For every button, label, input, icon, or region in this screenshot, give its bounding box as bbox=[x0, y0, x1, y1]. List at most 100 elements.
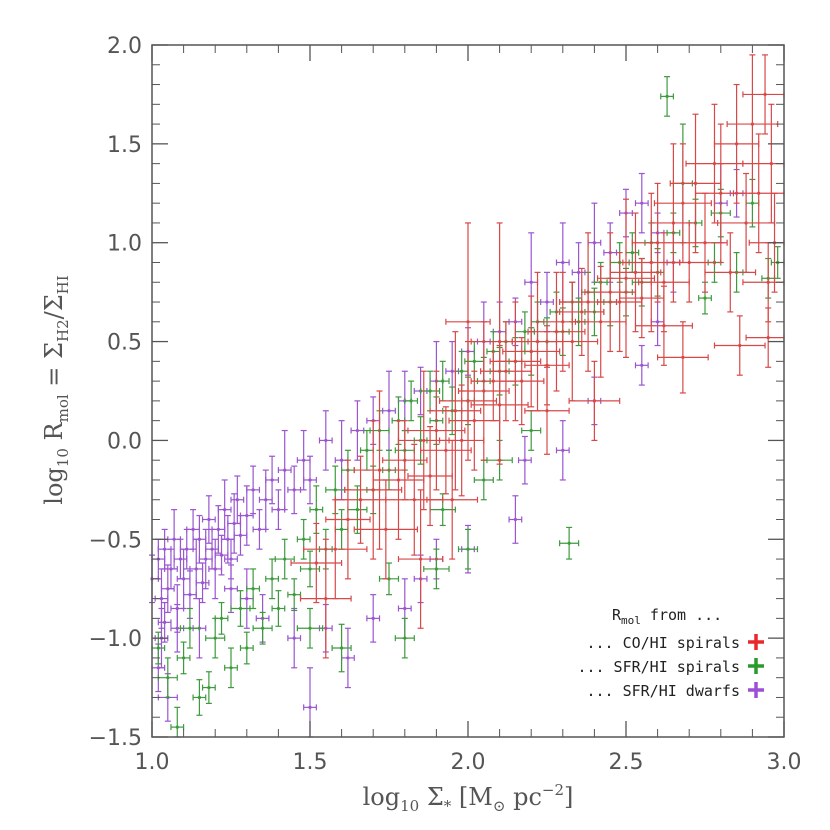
point-marker bbox=[216, 527, 220, 532]
point-marker bbox=[681, 201, 685, 205]
legend-title: Rmol from ... bbox=[612, 606, 722, 627]
data-point bbox=[157, 601, 172, 643]
x-tick-label: 2.0 bbox=[451, 750, 486, 775]
point-marker bbox=[302, 537, 306, 541]
data-point bbox=[179, 607, 200, 649]
point-marker bbox=[482, 478, 486, 482]
point-marker bbox=[188, 626, 192, 630]
point-marker bbox=[156, 646, 160, 650]
data-point bbox=[353, 390, 406, 550]
data-point bbox=[287, 607, 302, 669]
data-point bbox=[176, 548, 191, 610]
point-marker bbox=[163, 547, 167, 551]
point-marker bbox=[687, 260, 691, 265]
point-marker bbox=[671, 221, 676, 225]
data-point bbox=[176, 641, 191, 675]
point-marker bbox=[340, 646, 344, 650]
point-marker bbox=[545, 409, 549, 413]
data-point bbox=[397, 489, 444, 629]
point-marker bbox=[513, 359, 518, 363]
data-point bbox=[634, 172, 649, 234]
point-marker bbox=[219, 553, 224, 557]
point-marker bbox=[561, 320, 565, 324]
point-marker bbox=[681, 355, 685, 359]
legend-label-co-spirals: ... CO/HI spirals bbox=[586, 634, 740, 652]
data-point bbox=[625, 232, 640, 273]
data-point bbox=[195, 562, 210, 604]
data-point bbox=[622, 192, 681, 333]
data-point bbox=[192, 679, 207, 716]
y-axis-label: log10 Rmol = ΣH2/ΣHI bbox=[40, 275, 72, 504]
y-tick-label: 2.0 bbox=[107, 34, 142, 59]
point-marker bbox=[409, 399, 413, 403]
point-marker bbox=[665, 94, 669, 99]
data-point bbox=[173, 538, 188, 580]
data-point bbox=[423, 548, 450, 590]
point-marker bbox=[444, 448, 448, 452]
point-marker bbox=[384, 527, 388, 532]
point-marker bbox=[656, 320, 660, 324]
data-point bbox=[435, 360, 450, 402]
point-marker bbox=[577, 270, 581, 274]
point-marker bbox=[188, 593, 192, 597]
x-label-log-sub: 10 bbox=[400, 797, 419, 815]
legend-title-rest: from ... bbox=[641, 606, 722, 624]
data-point bbox=[290, 522, 343, 604]
point-marker bbox=[703, 296, 707, 300]
x-tick-label: 3.0 bbox=[767, 750, 802, 775]
point-marker bbox=[229, 666, 233, 670]
point-marker bbox=[472, 419, 476, 423]
point-marker bbox=[292, 488, 296, 492]
point-marker bbox=[276, 606, 280, 611]
y-label-hi: HI bbox=[54, 275, 72, 294]
legend-label-sfr-spirals: ... SFR/HI spirals bbox=[577, 658, 740, 676]
data-point bbox=[239, 631, 254, 665]
point-marker bbox=[235, 498, 239, 502]
point-marker bbox=[662, 280, 666, 284]
data-point bbox=[584, 232, 637, 353]
point-marker bbox=[592, 399, 597, 403]
point-marker bbox=[238, 533, 243, 537]
point-marker bbox=[412, 498, 416, 502]
data-point bbox=[517, 435, 532, 485]
y-tick-label: −0.5 bbox=[89, 528, 142, 553]
data-point bbox=[211, 505, 226, 554]
point-marker bbox=[346, 656, 350, 660]
data-point bbox=[685, 103, 744, 224]
point-marker bbox=[251, 488, 255, 492]
data-point bbox=[287, 465, 302, 515]
data-point bbox=[296, 518, 311, 560]
point-marker bbox=[302, 458, 306, 462]
point-marker bbox=[166, 587, 170, 591]
point-marker bbox=[640, 296, 644, 300]
point-marker bbox=[529, 280, 533, 284]
point-marker bbox=[314, 508, 318, 512]
ticks-layer: 1.0 1.5 2.0 2.5 3.0 −1.5 −1.0 −0.5 0.0 0.5 1.0 1.5 2… bbox=[89, 34, 802, 775]
point-marker bbox=[207, 685, 211, 690]
point-marker bbox=[403, 458, 407, 462]
point-marker bbox=[191, 527, 195, 532]
point-marker bbox=[656, 241, 660, 245]
point-marker bbox=[387, 409, 391, 413]
data-point bbox=[359, 429, 374, 471]
point-marker bbox=[308, 626, 312, 630]
point-marker bbox=[172, 537, 176, 541]
data-point bbox=[546, 281, 599, 402]
point-marker bbox=[365, 448, 369, 452]
series-layer bbox=[149, 54, 785, 738]
data-point bbox=[508, 495, 523, 544]
point-marker bbox=[618, 300, 622, 304]
point-marker bbox=[232, 521, 236, 526]
point-marker bbox=[358, 498, 363, 502]
point-marker bbox=[580, 310, 584, 314]
data-point bbox=[350, 400, 365, 461]
point-marker bbox=[182, 577, 186, 581]
data-point bbox=[341, 627, 355, 689]
data-point bbox=[489, 301, 542, 422]
data-point bbox=[299, 538, 352, 659]
data-point bbox=[404, 380, 419, 422]
data-point bbox=[524, 366, 570, 455]
data-point bbox=[656, 321, 709, 394]
point-marker bbox=[545, 363, 549, 367]
point-marker bbox=[175, 725, 179, 729]
